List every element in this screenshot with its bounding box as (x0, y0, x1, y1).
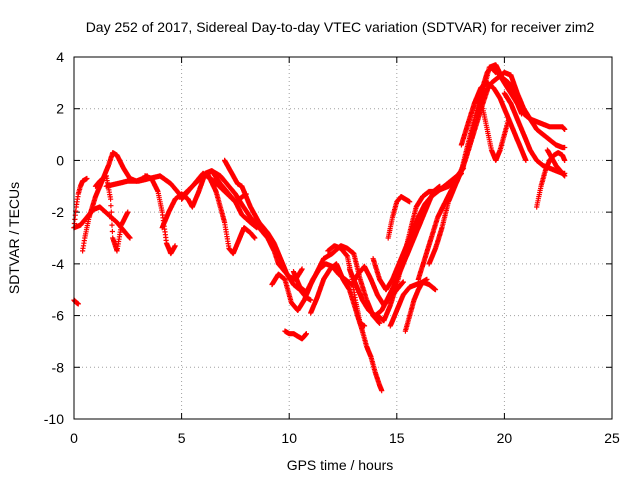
x-tick-label: 15 (389, 430, 405, 446)
x-tick-label: 5 (178, 430, 186, 446)
series-track-30 (488, 64, 568, 132)
x-tick-label: 20 (497, 430, 513, 446)
series-track-21 (385, 194, 413, 241)
y-tick-label: -2 (52, 204, 65, 220)
y-tick-label: 4 (56, 49, 64, 65)
series-track-5 (92, 173, 131, 254)
y-tick-label: -4 (52, 256, 65, 272)
y-tick-label: -10 (44, 411, 64, 427)
series-track-14 (282, 328, 309, 342)
y-tick-label: 0 (56, 152, 64, 168)
series-track-11 (222, 157, 245, 189)
tick-labels: 0 5 10 15 20 25 -10 -8 -6 -4 -2 0 2 4 (44, 49, 620, 446)
data-points (71, 62, 568, 394)
series-track-7 (142, 173, 178, 257)
plot-frame (73, 56, 613, 420)
series-track-33 (544, 147, 568, 179)
y-tick-label: -6 (52, 308, 65, 324)
series-track-29 (480, 106, 512, 163)
x-tick-label: 0 (70, 430, 78, 446)
y-tick-label: -8 (52, 359, 65, 375)
x-axis-title: GPS time / hours (287, 457, 394, 473)
x-tick-label: 10 (281, 430, 297, 446)
series-track-20 (374, 170, 464, 324)
chart-title: Day 252 of 2017, Sidereal Day-to-day VTE… (86, 19, 595, 35)
series-track-12 (239, 183, 314, 303)
y-axis-title: SDTVAR / TECUs (6, 182, 22, 294)
series-track-10 (204, 170, 258, 257)
y-tick-label: 2 (56, 101, 64, 117)
series-track-23 (402, 276, 430, 334)
x-tick-label: 25 (604, 430, 620, 446)
